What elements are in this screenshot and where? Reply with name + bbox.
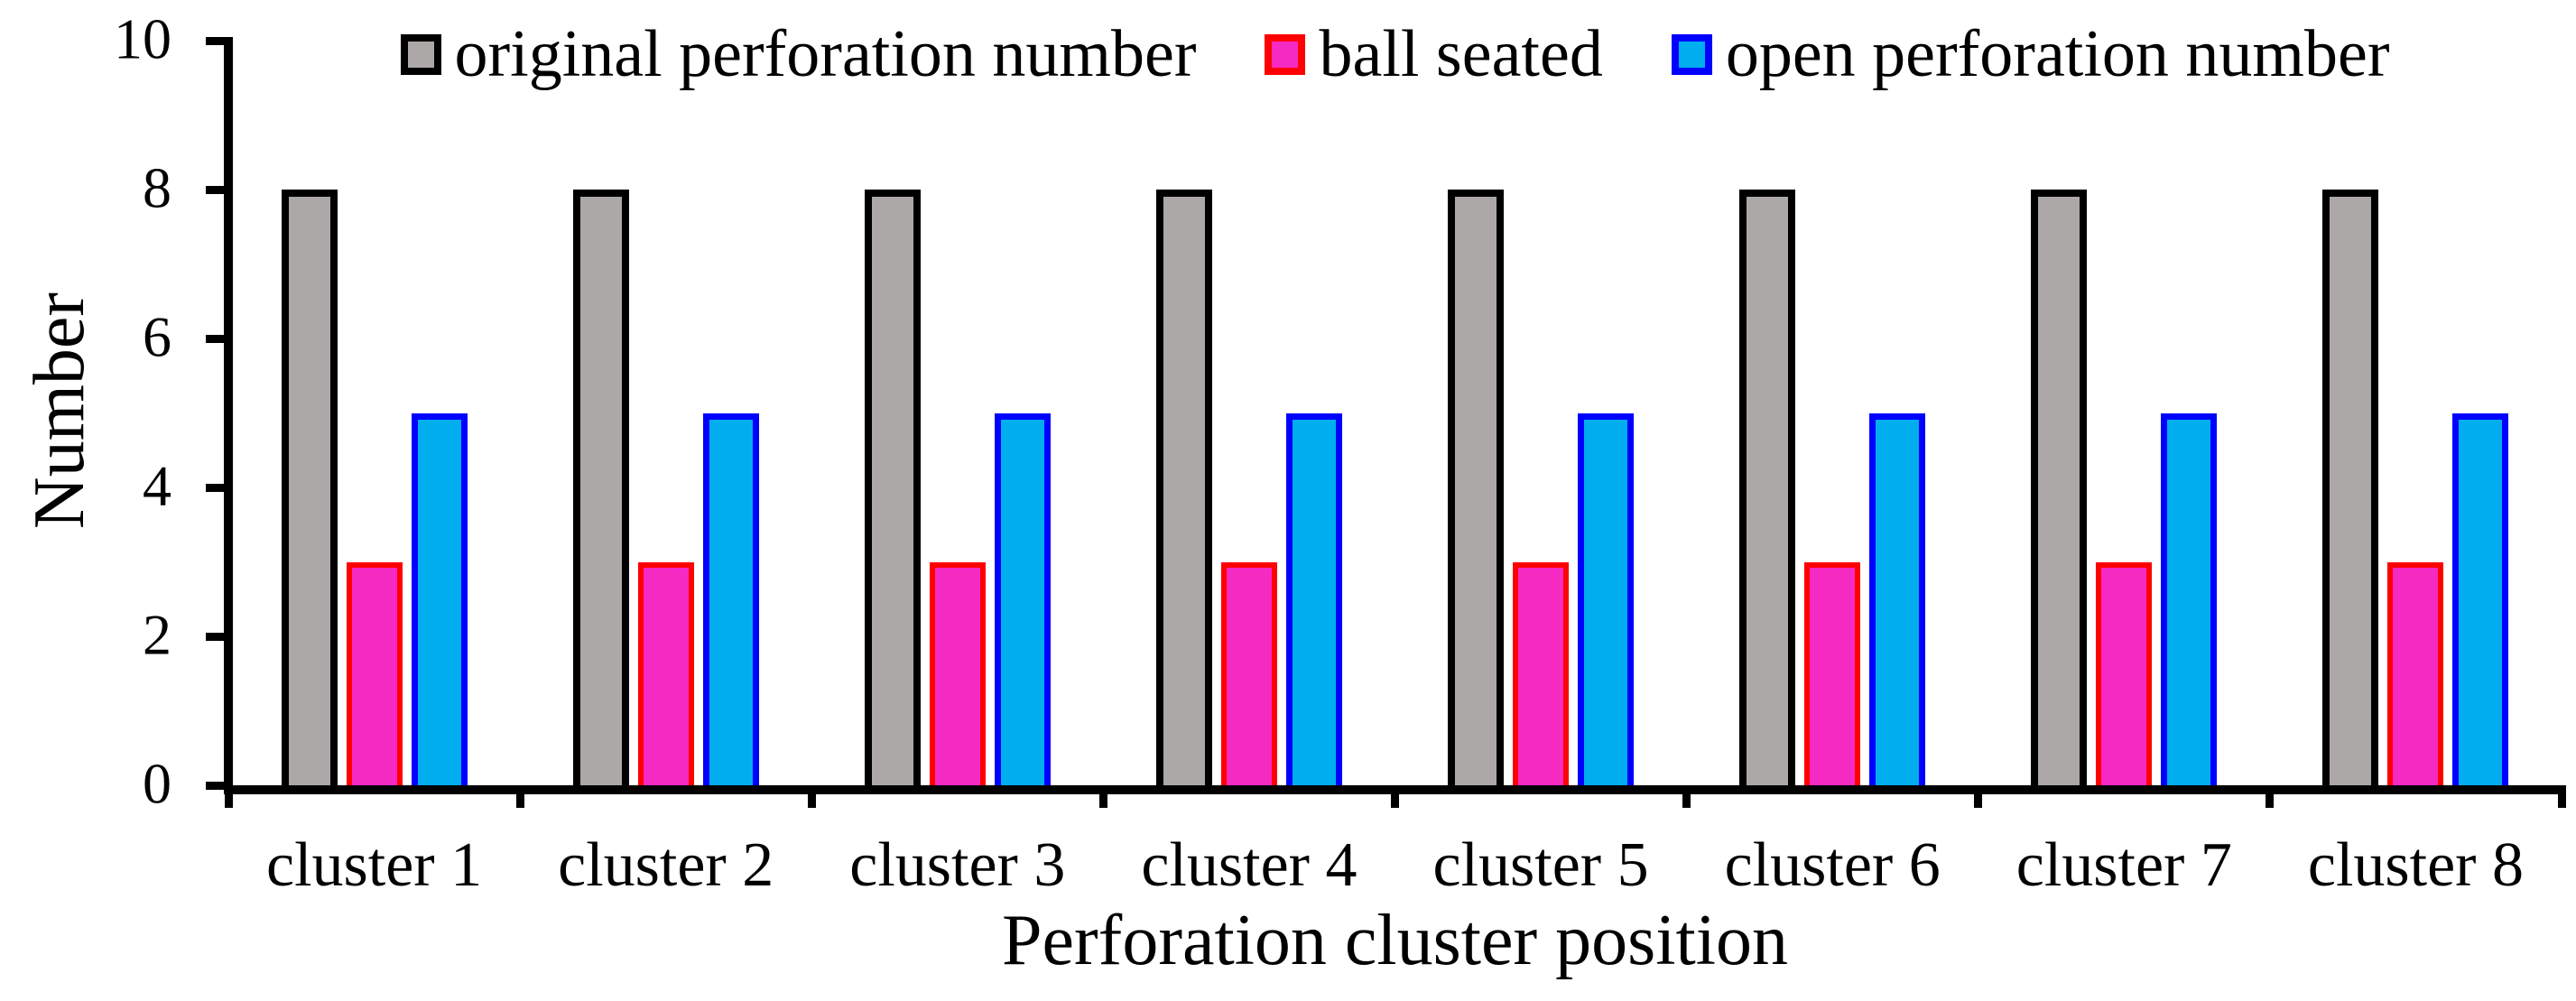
bar [346,561,403,785]
bar-group [2270,41,2562,785]
legend-label: ball seated [1319,17,1603,91]
x-tick [1391,792,1399,808]
y-tick-label: 10 [114,6,171,71]
bar [2452,412,2509,785]
legend-label: open perforation number [1725,17,2390,91]
y-axis-line [224,37,233,794]
bar [1578,412,1635,785]
bar [1513,561,1570,785]
gray-swatch-icon [400,33,441,75]
y-tick [206,632,228,641]
bar [2387,561,2444,785]
bar-group [1103,41,1395,785]
plot-area [228,41,2562,785]
bar [637,561,694,785]
x-tick [2266,792,2275,808]
bar [929,561,986,785]
y-tick [206,36,228,45]
x-axis-title: Perforation cluster position [1002,901,1788,980]
bar-group [520,41,811,785]
bar-group [1395,41,1687,785]
bar [572,190,629,785]
y-tick [206,483,228,492]
bar [411,412,468,785]
chart-legend: original perforation number ball seated … [228,0,2562,108]
legend-item-original-perforation: original perforation number [400,17,1197,91]
bar-group [811,41,1103,785]
category-label: cluster 4 [1141,830,1357,900]
x-tick [224,792,233,808]
x-tick [1682,792,1691,808]
x-tick [515,792,524,808]
x-tick [807,792,816,808]
bar [864,190,921,785]
category-labels: cluster 1 cluster 2 cluster 3 cluster 4 clus… [228,832,2562,899]
legend-item-open-perforation: open perforation number [1671,17,2390,91]
bar [1155,190,1212,785]
category-label: cluster 5 [1432,830,1649,900]
category-label: cluster 2 [558,830,774,900]
bar [1739,190,1796,785]
cyan-swatch-icon [1671,33,1712,75]
bar-group [1978,41,2270,785]
bar [994,412,1051,785]
y-tick-label: 8 [143,155,171,220]
category-label: cluster 8 [2307,830,2524,900]
magenta-swatch-icon [1265,33,1306,75]
legend-label: original perforation number [454,17,1197,91]
bar [702,412,759,785]
bar [1220,561,1277,785]
y-tick-label: 6 [143,304,171,369]
y-tick [206,334,228,343]
bar [1869,412,1926,785]
category-label: cluster 3 [849,830,1066,900]
category-label: cluster 1 [266,830,483,900]
bar [281,190,338,785]
bar [2322,190,2379,785]
y-tick-label: 0 [143,751,171,816]
x-tick [1098,792,1107,808]
x-axis-line [224,785,2566,794]
bar [2161,412,2218,785]
y-tick-label: 2 [143,602,171,667]
x-tick [2557,792,2566,808]
bar [1448,190,1505,785]
bar [1285,412,1342,785]
x-tick [1974,792,1983,808]
y-axis-title: Number [20,292,99,530]
category-label: cluster 7 [2015,830,2232,900]
bar-group [1687,41,1978,785]
bar [2031,190,2088,785]
category-label: cluster 6 [1724,830,1941,900]
y-tick [206,781,228,790]
bar [1804,561,1861,785]
legend-item-ball-seated: ball seated [1265,17,1603,91]
y-tick [206,185,228,194]
bar-group [228,41,520,785]
bar [2096,561,2153,785]
y-tick-label: 4 [143,453,171,518]
